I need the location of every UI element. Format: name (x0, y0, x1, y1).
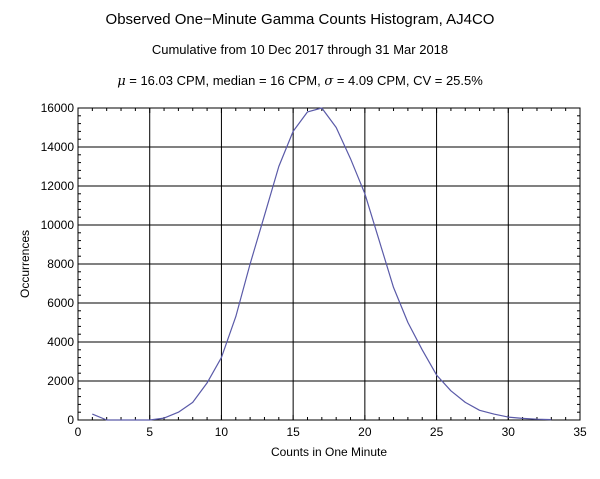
x-tick-label: 20 (358, 425, 372, 439)
x-tick-label: 10 (215, 425, 229, 439)
chart-subtitle: Cumulative from 10 Dec 2017 through 31 M… (151, 42, 449, 57)
occurrences-line (92, 107, 552, 421)
sigma-symbol: σ (324, 74, 334, 89)
mu-symbol: μ (117, 74, 126, 89)
chart-stats-line: μ = 16.03 CPM, median = 16 CPM, σ = 4.09… (0, 73, 600, 89)
x-tick-label: 30 (502, 425, 516, 439)
x-tick-label: 5 (146, 425, 153, 439)
y-tick-label: 14000 (41, 140, 75, 154)
series-occurrences (92, 107, 552, 421)
grid-lines (78, 108, 580, 420)
x-tick-label: 15 (286, 425, 300, 439)
chart-title: Observed One−Minute Gamma Counts Histogr… (105, 11, 495, 28)
sigma-cv-text: = 4.09 CPM, CV = 25.5% (333, 73, 483, 88)
y-tick-label: 10000 (41, 218, 75, 232)
y-tick-label: 2000 (47, 374, 74, 388)
y-tick-label: 16000 (41, 101, 75, 115)
axis-ticks (77, 107, 581, 421)
tick-labels: 0 5 10 15 20 25 30 35 0 2000 4000 6000 8000 10000 1200… (41, 101, 587, 439)
x-tick-label: 35 (573, 425, 587, 439)
y-tick-label: 0 (67, 413, 74, 427)
x-tick-label: 25 (430, 425, 444, 439)
y-tick-label: 6000 (47, 296, 74, 310)
mu-median-text: = 16.03 CPM, median = 16 CPM, (125, 73, 325, 88)
y-tick-label: 4000 (47, 335, 74, 349)
y-tick-label: 8000 (47, 257, 74, 271)
x-tick-label: 0 (75, 425, 82, 439)
x-axis-label: Counts in One Minute (271, 445, 387, 459)
y-axis-label: Occurrences (18, 230, 32, 298)
y-tick-label: 12000 (41, 179, 75, 193)
